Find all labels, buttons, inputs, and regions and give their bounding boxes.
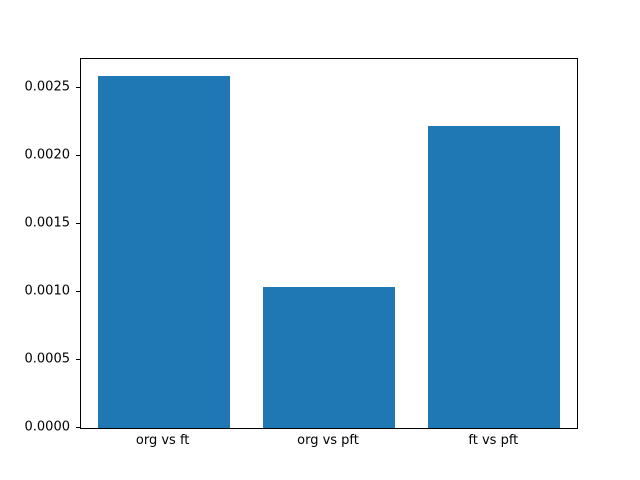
bar-org-vs-pft (262, 286, 396, 428)
y-tick-mark (76, 155, 80, 157)
plot-area (80, 58, 578, 429)
y-tick-label: 0.0025 (24, 79, 71, 95)
y-tick-label: 0.0010 (24, 283, 71, 299)
x-tick-label: ft vs pft (468, 433, 519, 448)
x-tick-label: org vs ft (135, 433, 190, 448)
y-tick-label: 0.0020 (24, 147, 71, 163)
x-tick-label: org vs pft (297, 433, 359, 448)
y-tick-label: 0.0000 (24, 419, 71, 435)
y-tick-mark (76, 359, 80, 361)
y-tick-mark (76, 87, 80, 89)
y-tick-mark (76, 223, 80, 225)
y-tick-label: 0.0005 (24, 351, 71, 367)
bar-ft-vs-pft (428, 126, 561, 428)
y-tick-label: 0.0015 (24, 215, 71, 231)
bar-org-vs-ft (97, 76, 230, 428)
y-tick-mark (76, 427, 80, 428)
y-tick-mark (76, 291, 80, 293)
